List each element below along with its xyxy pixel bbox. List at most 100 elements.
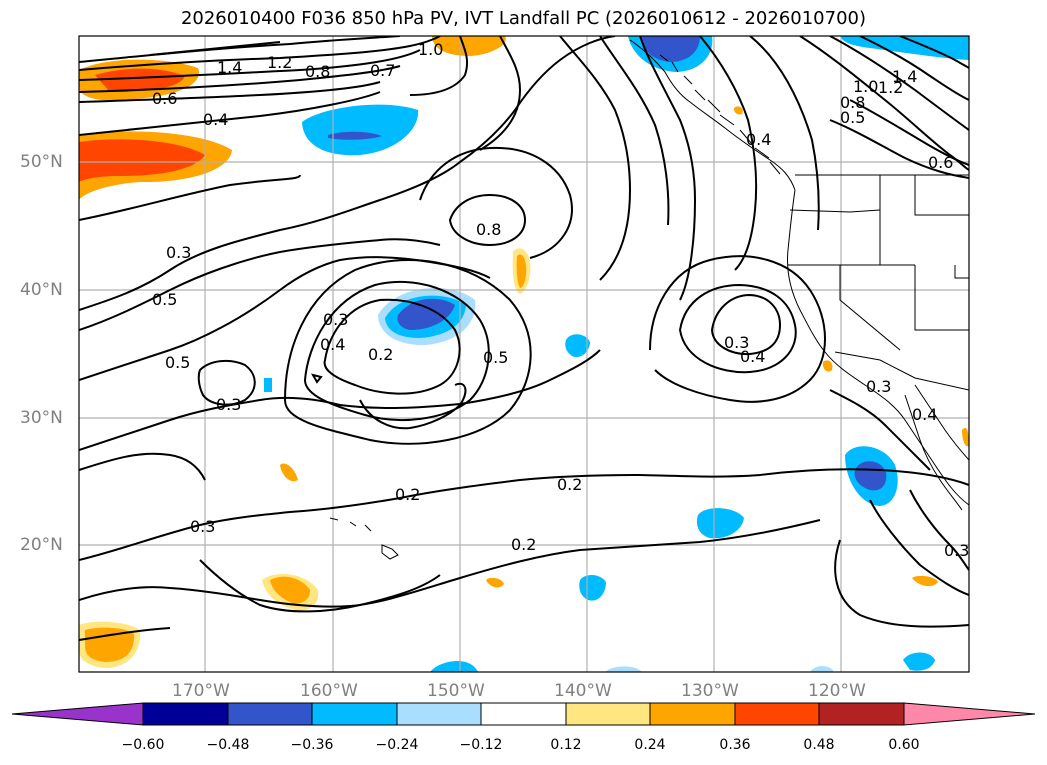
colorbar-bin bbox=[565, 702, 651, 726]
state-border-nv-ut bbox=[914, 265, 969, 331]
colorbar-tick-label: −0.12 bbox=[459, 737, 503, 753]
lon-label: 150°W bbox=[427, 681, 485, 701]
contour-label: 0.2 bbox=[395, 485, 420, 504]
contour-label: 0.3 bbox=[216, 395, 241, 414]
negative-anomaly-alaska-core bbox=[640, 36, 700, 62]
contour-label: 0.3 bbox=[944, 541, 969, 560]
negative-anomaly-center-core bbox=[397, 298, 455, 330]
coastline-bc-islands bbox=[659, 54, 781, 175]
negative-anomaly-small5 bbox=[903, 652, 935, 671]
colorbar-bin bbox=[649, 702, 736, 726]
positive-anomaly-145w-core bbox=[516, 254, 527, 288]
positive-anomaly-nw-core bbox=[95, 68, 185, 92]
positive-anomaly-168w-core bbox=[270, 576, 310, 604]
contour-label: 0.6 bbox=[928, 153, 953, 172]
negative-anomaly-20n bbox=[696, 508, 744, 539]
contour-label: 1.0 bbox=[418, 40, 443, 59]
state-border-mt bbox=[914, 175, 969, 216]
colorbar-tick-label: −0.60 bbox=[121, 737, 165, 753]
positive-anomaly-small3 bbox=[912, 575, 938, 587]
contour-label: 0.4 bbox=[740, 347, 765, 366]
colorbar-bin bbox=[227, 702, 313, 726]
negative-anomaly-north-core bbox=[328, 131, 382, 140]
contour-label: 0.3 bbox=[724, 333, 749, 352]
contour-label: 1.2 bbox=[878, 78, 903, 97]
map-title: 2026010400 F036 850 hPa PV, IVT Landfall… bbox=[180, 8, 867, 29]
colorbar bbox=[11, 702, 1036, 726]
colorbar-tick-label: 0.60 bbox=[888, 737, 920, 753]
contour-label: 0.2 bbox=[557, 475, 582, 494]
colorbar-tick-label: 0.48 bbox=[803, 737, 835, 753]
positive-anomaly-w50-core bbox=[79, 139, 205, 182]
contour-label: 0.5 bbox=[840, 108, 865, 127]
lat-label: 20°N bbox=[20, 535, 63, 555]
lon-label: 140°W bbox=[554, 681, 612, 701]
contour-label: 0.4 bbox=[203, 110, 228, 129]
positive-anomaly-small6 bbox=[733, 106, 743, 115]
negative-anomaly-small1 bbox=[565, 334, 590, 358]
contour-label: 0.8 bbox=[305, 62, 330, 81]
coastlines bbox=[329, 39, 969, 560]
lon-label: 160°W bbox=[300, 681, 358, 701]
coastline-west-us bbox=[787, 189, 969, 506]
contour-label: 0.2 bbox=[511, 535, 536, 554]
negative-anomaly-tiny bbox=[264, 378, 272, 392]
positive-anomaly-small4 bbox=[962, 427, 969, 447]
colorbar-tick-label: 0.36 bbox=[719, 737, 751, 753]
colorbar-tick-label: 0.24 bbox=[634, 737, 666, 753]
contour-label: 0.4 bbox=[746, 130, 771, 149]
map-frame bbox=[78, 35, 970, 673]
contour-label: 0.4 bbox=[912, 405, 937, 424]
colorbar-tick-label: −0.48 bbox=[206, 737, 250, 753]
contour-label: 0.8 bbox=[840, 93, 865, 112]
contour-label: 0.7 bbox=[370, 61, 395, 80]
contour-label: 1.0 bbox=[853, 77, 878, 96]
negative-anomaly-small2 bbox=[579, 574, 606, 601]
state-border-ca-nv bbox=[839, 265, 901, 351]
colorbar-bin bbox=[818, 702, 905, 726]
contour-label: 1.4 bbox=[217, 58, 242, 77]
contour-label: 0.3 bbox=[166, 243, 191, 262]
coastline-baja bbox=[904, 394, 963, 511]
contour-label: 0.3 bbox=[190, 517, 215, 536]
lat-label: 50°N bbox=[20, 152, 63, 172]
state-border-wa-or bbox=[789, 209, 881, 213]
contour-label: 0.4 bbox=[320, 335, 345, 354]
contour-label: 0.5 bbox=[165, 353, 190, 372]
lon-label: 120°W bbox=[808, 681, 866, 701]
colorbar-bin bbox=[396, 702, 482, 726]
positive-anomaly-small1 bbox=[280, 463, 298, 482]
contour-label: 0.8 bbox=[476, 220, 501, 239]
colorbar-bin bbox=[142, 702, 229, 726]
colorbar-extend-low bbox=[11, 702, 144, 726]
contour-label: 0.5 bbox=[152, 290, 177, 309]
contour-label: 0.2 bbox=[368, 345, 393, 364]
coastline-gulf-ca bbox=[914, 384, 969, 461]
positive-anomaly-small5 bbox=[822, 360, 833, 372]
colorbar-extend-high bbox=[903, 702, 1036, 726]
negative-anomaly-small4 bbox=[605, 666, 642, 672]
hawaii-islands bbox=[329, 517, 399, 560]
colorbar-tick-label: −0.24 bbox=[375, 737, 419, 753]
contour-label: 0.3 bbox=[323, 310, 348, 329]
positive-anomaly-small2 bbox=[486, 577, 504, 588]
state-border-az bbox=[954, 265, 969, 279]
negative-anomaly-small3 bbox=[430, 661, 478, 672]
contour-label: 1.2 bbox=[267, 53, 292, 72]
colorbar-tick-label: −0.36 bbox=[290, 737, 334, 753]
border-us-mex bbox=[834, 351, 969, 391]
lat-label: 30°N bbox=[20, 408, 63, 428]
lon-label: 170°W bbox=[172, 681, 230, 701]
pv-contours bbox=[79, 36, 969, 641]
lon-label: 130°W bbox=[681, 681, 739, 701]
colorbar-tick-label: 0.12 bbox=[550, 737, 582, 753]
negative-anomaly-north bbox=[302, 104, 419, 156]
lat-label: 40°N bbox=[20, 280, 63, 300]
negative-anomaly-small6 bbox=[810, 666, 834, 672]
contour-label: 1.4 bbox=[892, 67, 917, 86]
contour-labels: 1.4 1.2 0.8 0.7 0.6 0.4 1.0 0.3 0.5 0.3 … bbox=[152, 40, 969, 560]
contour-label: 0.6 bbox=[152, 89, 177, 108]
coastline-alaska bbox=[629, 39, 796, 191]
colorbar-bin bbox=[311, 702, 398, 726]
